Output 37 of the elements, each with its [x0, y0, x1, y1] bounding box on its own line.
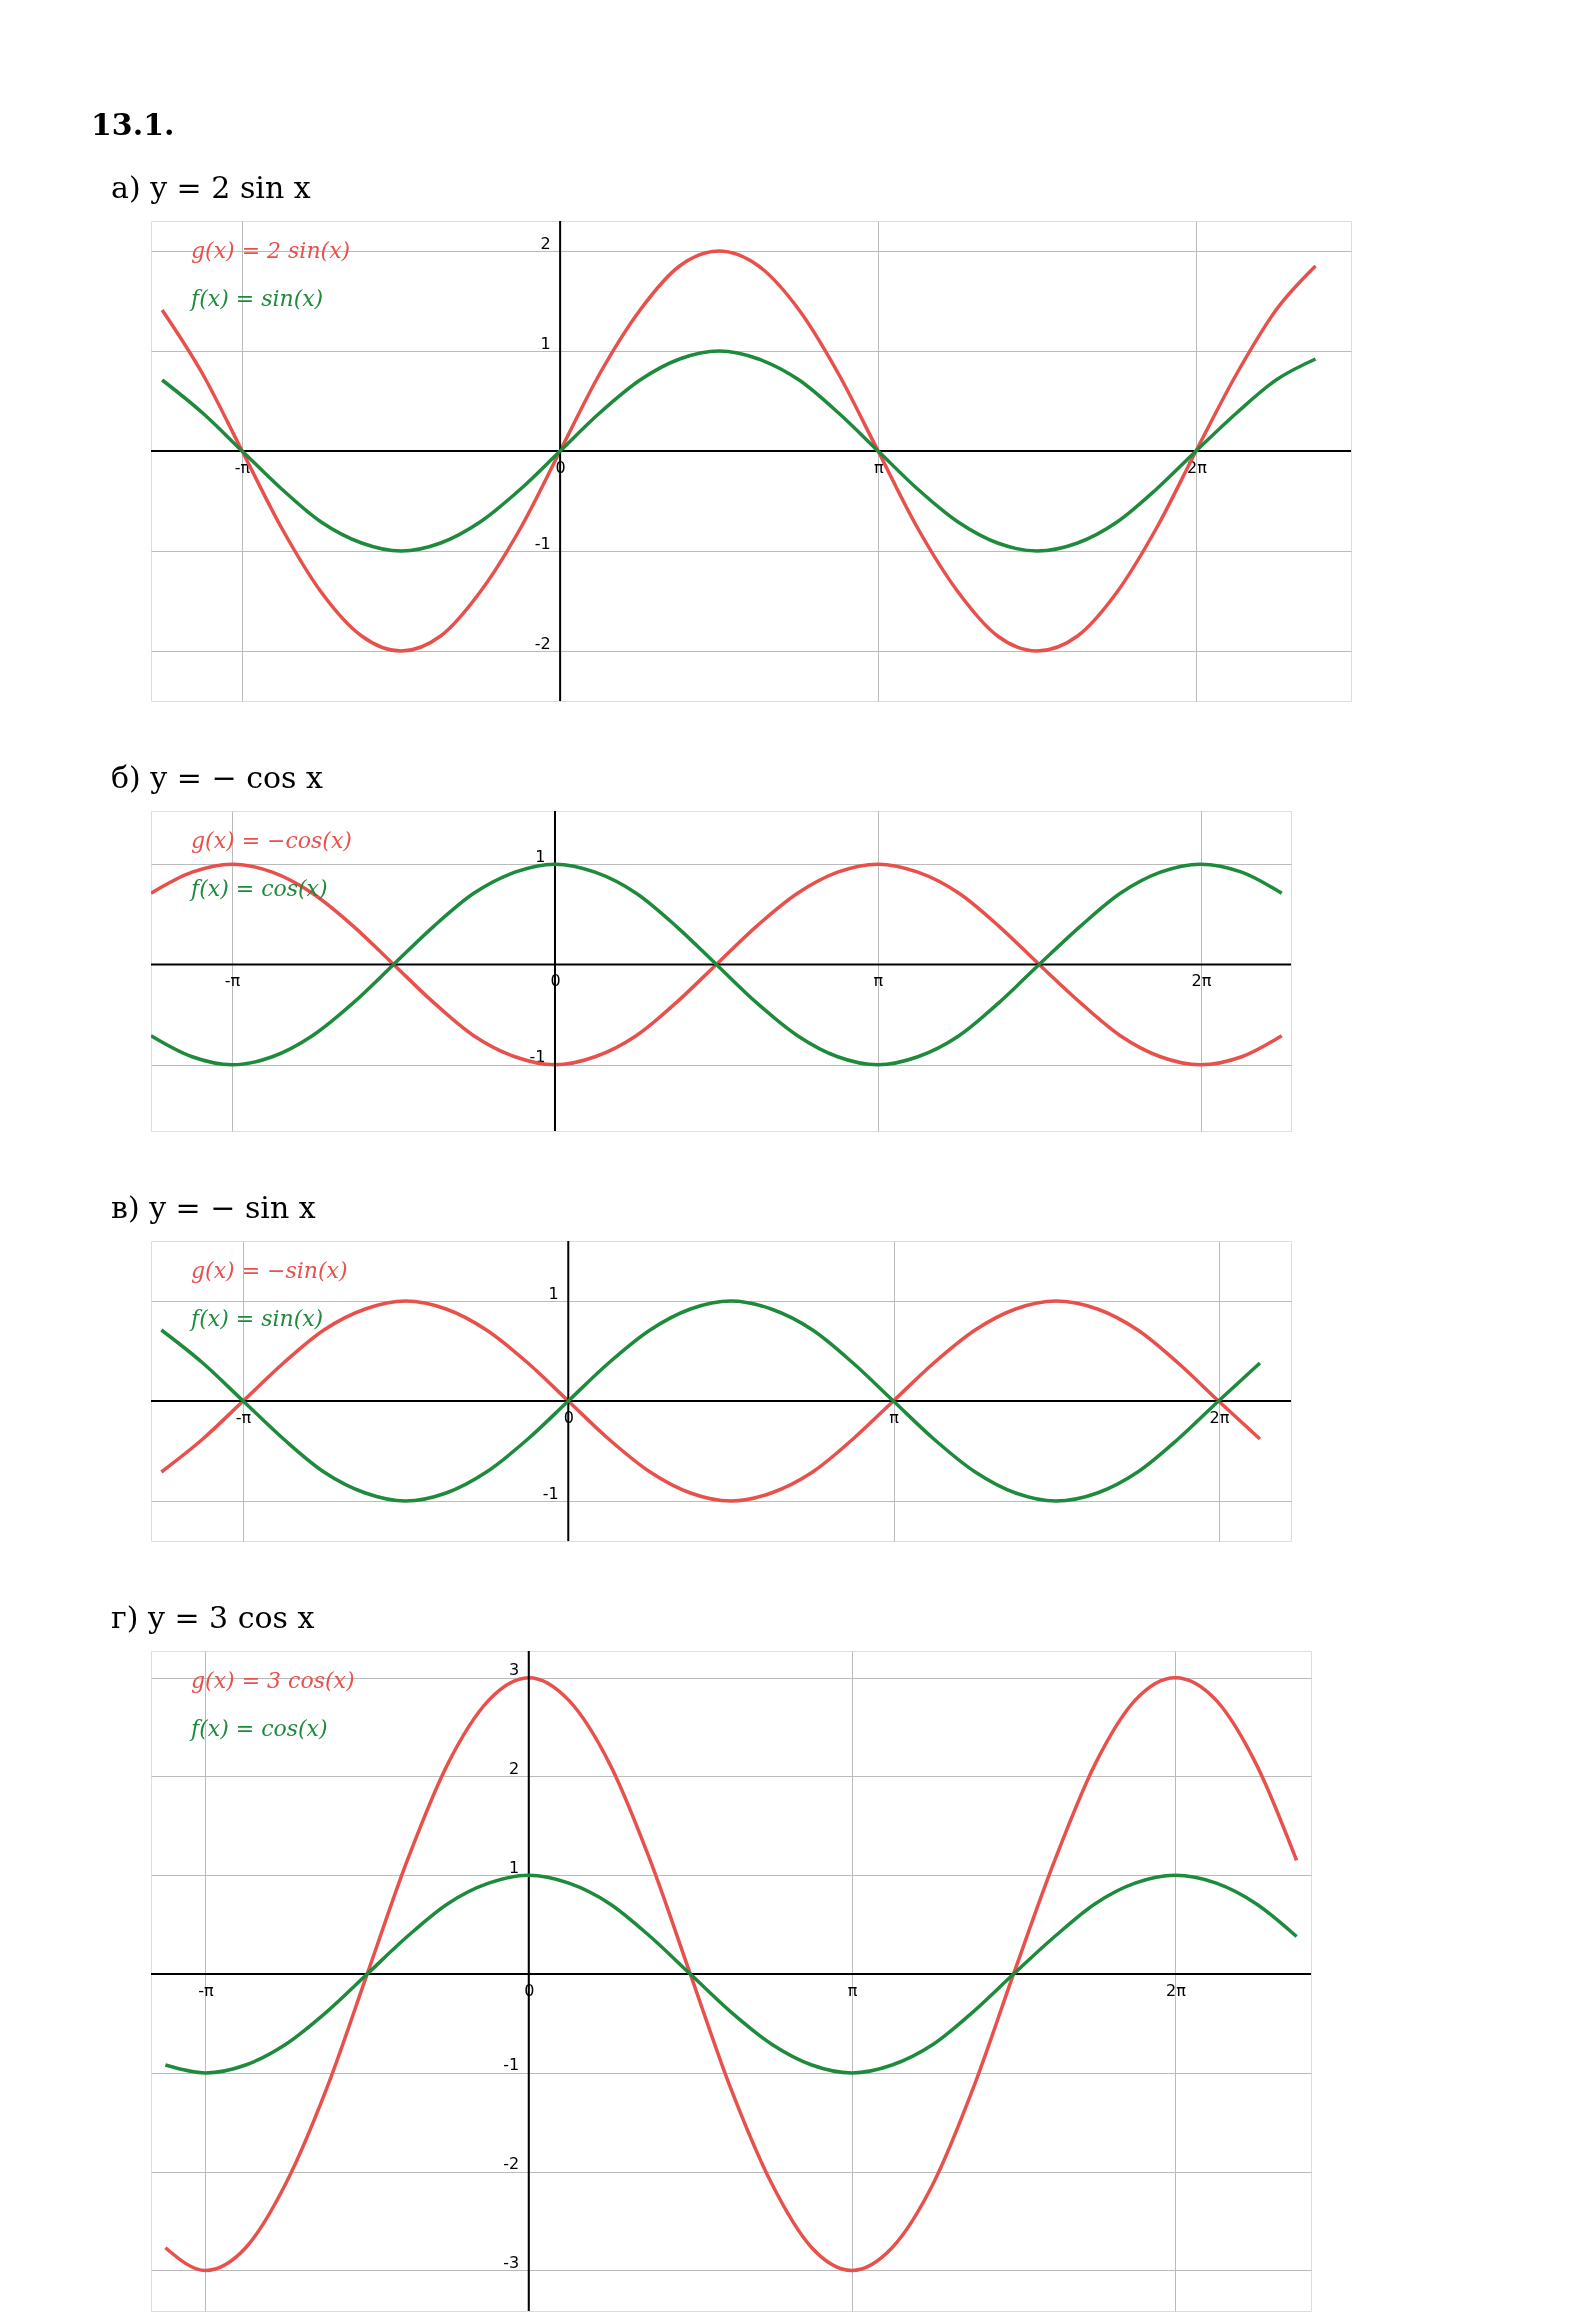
text: 13.1. — [91, 107, 175, 142]
x-tick-label: π — [847, 1980, 858, 2000]
text: g(x) = 2 sin(x) — [191, 238, 351, 263]
y-tick-label: -2 — [534, 633, 551, 653]
series-label: f(x) = sin(x) — [189, 1306, 324, 1331]
y-tick-label: 3 — [509, 1660, 520, 1680]
x-tick-label: π — [873, 457, 884, 477]
x-tick-label: 2π — [1166, 1980, 1187, 2000]
y-tick-label: 1 — [540, 333, 551, 353]
chart-title: б) y = − cos x — [111, 760, 323, 795]
chart-title: а) y = 2 sin x — [111, 170, 311, 205]
y-tick-label: 1 — [548, 1283, 559, 1303]
series-label: g(x) = −sin(x) — [191, 1258, 348, 1283]
x-tick-label: -π — [234, 457, 251, 477]
chart-title: г) y = 3 cos x — [111, 1600, 315, 1635]
y-tick-label: 1 — [509, 1857, 520, 1877]
text: f(x) = cos(x) — [189, 1716, 328, 1741]
x-tick-label: -π — [198, 1980, 214, 2000]
y-tick-label: 2 — [540, 233, 551, 253]
x-tick-label: 2π — [1191, 970, 1212, 990]
x-tick-label: -π — [235, 1407, 252, 1427]
text: f(x) = sin(x) — [189, 286, 324, 311]
y-tick-label: -2 — [503, 2154, 520, 2174]
chart-title: в) y = − sin x — [111, 1190, 316, 1225]
text: g(x) = 3 cos(x) — [191, 1668, 355, 1693]
series-label: g(x) = −cos(x) — [191, 828, 352, 853]
y-tick-label: -1 — [542, 1483, 559, 1503]
y-tick-label: 1 — [535, 846, 546, 866]
y-tick-label: -1 — [503, 2055, 520, 2075]
y-tick-label: 2 — [509, 1758, 520, 1778]
y-tick-label: -1 — [534, 533, 551, 553]
x-tick-label: π — [873, 970, 884, 990]
x-tick-label: π — [889, 1407, 900, 1427]
y-tick-label: -1 — [529, 1047, 546, 1067]
x-tick-label: -π — [224, 970, 241, 990]
x-tick-label: 2π — [1209, 1407, 1230, 1427]
y-tick-label: -3 — [503, 2252, 520, 2272]
